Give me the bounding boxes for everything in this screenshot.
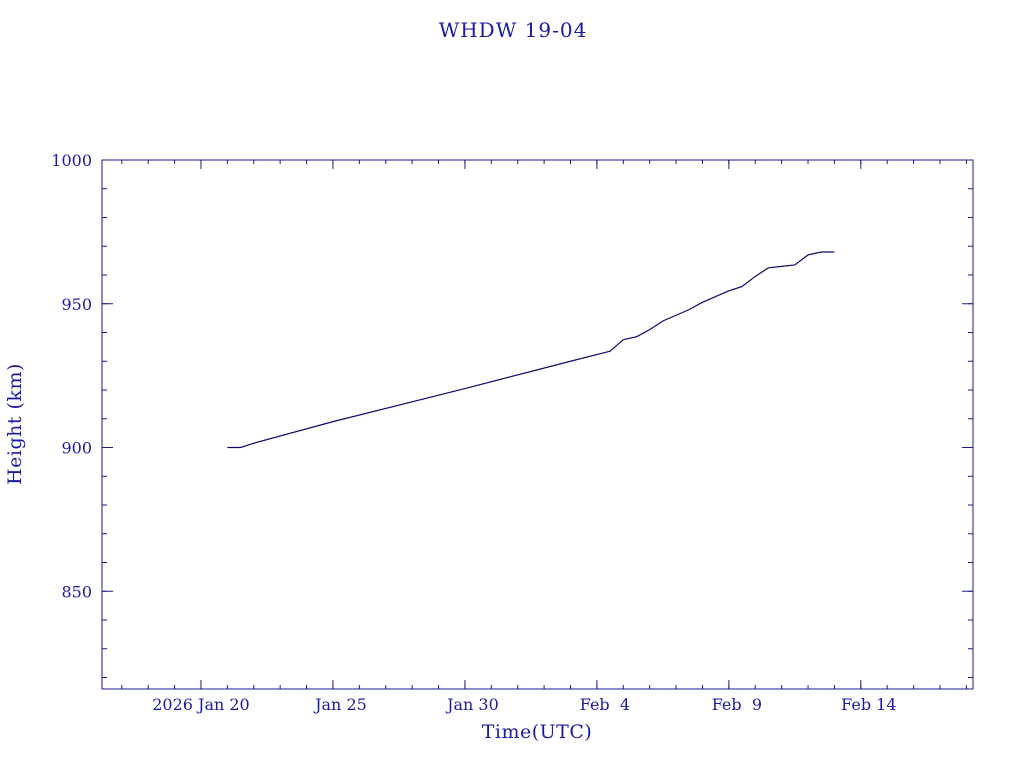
y-tick-label: 850 (61, 582, 92, 601)
y-tick-label: 1000 (51, 151, 92, 170)
series-line-1 (227, 251, 835, 449)
chart-title: WHDW 19-04 (439, 18, 588, 42)
x-tick-label: Jan 25 (313, 695, 367, 714)
x-tick-label: 2026 Jan 20 (152, 695, 250, 714)
y-tick-label: 950 (61, 295, 92, 314)
x-tick-label: Feb 9 (712, 695, 762, 714)
plot-frame (101, 159, 974, 690)
x-axis-label: Time(UTC) (482, 721, 593, 743)
x-tick-label: Jan 30 (445, 695, 499, 714)
x-tick-label: Feb 4 (580, 695, 630, 714)
data-series (227, 251, 835, 449)
axis-ticks (102, 159, 973, 689)
y-tick-label: 900 (61, 439, 92, 458)
y-axis-label: Height (km) (4, 363, 26, 485)
tick-labels: 2026 Jan 20 Jan 25 Jan 30 Feb 4 Feb 9 Feb 14 8… (51, 151, 896, 714)
x-tick-label: Feb 14 (841, 695, 896, 714)
